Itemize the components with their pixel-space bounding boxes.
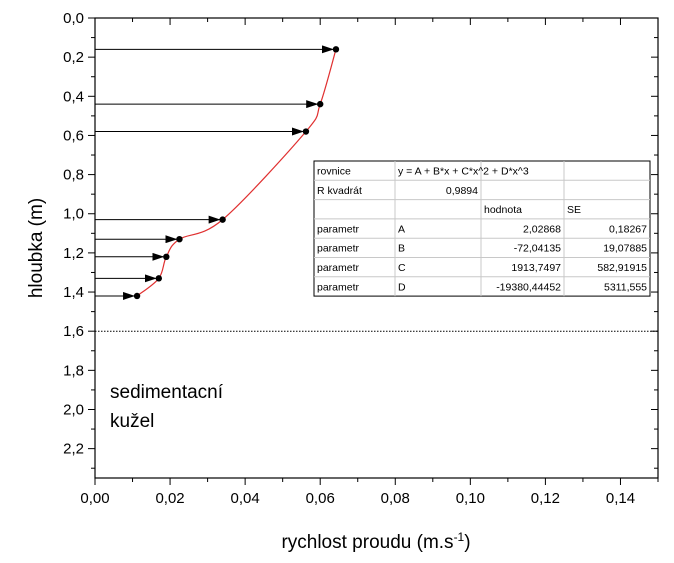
x-axis-title-main: rychlost proudu (m.s <box>281 532 453 553</box>
fit-table-cell: 19,07885 <box>603 243 647 255</box>
y-tick-label: 1,6 <box>63 323 84 340</box>
y-tick-label: 0,6 <box>63 127 84 144</box>
y-tick-label: 1,4 <box>63 284 84 301</box>
data-point <box>176 235 183 243</box>
fit-table-cell: -19380,44452 <box>496 281 561 293</box>
fit-table-cell: parametr <box>317 281 360 293</box>
fit-table-cell: A <box>398 223 405 235</box>
data-points <box>133 46 340 300</box>
x-tick-label: 0,06 <box>306 490 335 507</box>
fit-table-cell: parametr <box>317 223 360 235</box>
data-point <box>317 100 324 108</box>
y-tick-label: 1,8 <box>63 362 84 379</box>
fit-results-table: rovnice y = A + B*x + C*x^2 + D*x^3 R kvad… <box>313 160 651 297</box>
data-point <box>133 292 141 300</box>
fit-table-cell: parametr <box>317 243 360 255</box>
x-tick-label: 0,08 <box>381 490 410 507</box>
data-point <box>302 128 310 135</box>
y-tick-label: 1,0 <box>63 206 84 223</box>
data-point <box>332 46 340 53</box>
fit-table-cell: 0,9894 <box>446 185 478 197</box>
fit-table-cell: C <box>398 262 406 274</box>
velocity-arrows <box>95 45 334 300</box>
fit-table-cell: -72,04135 <box>514 243 561 255</box>
x-axis-title-close: ) <box>464 532 470 553</box>
y-tick-label: 0,8 <box>63 167 84 184</box>
y-tick-label: 0,4 <box>63 88 84 105</box>
x-axis-title-sup: -1 <box>454 530 465 544</box>
fit-table-cell: 1913,7497 <box>511 262 561 274</box>
fit-table-cell: 5311,555 <box>604 281 647 293</box>
x-tick-label: 0,00 <box>80 490 109 507</box>
y-tick-label: 0,0 <box>63 10 84 27</box>
fit-table-frame <box>313 160 651 297</box>
fit-table-cell: rovnice <box>317 166 351 178</box>
fit-table-cell: 582,91915 <box>597 262 647 274</box>
y-tick-label: 0,2 <box>63 49 84 66</box>
fit-table-cell: B <box>398 243 405 255</box>
x-tick-label: 0,12 <box>531 490 560 507</box>
y-tick-label: 2,2 <box>63 441 84 458</box>
y-tick-label: 2,0 <box>63 401 84 418</box>
data-point <box>163 253 170 261</box>
fit-table-cell: y = A + B*x + C*x^2 + D*x^3 <box>398 166 529 178</box>
fit-curve <box>136 49 337 297</box>
data-point <box>155 275 163 282</box>
fit-table-cell: 0,18267 <box>609 223 647 235</box>
x-tick-label: 0,04 <box>231 490 260 507</box>
annotation-line-2: kužel <box>110 411 154 432</box>
y-axis-title: hloubka (m) <box>26 198 47 298</box>
x-axis-title: rychlost proudu (m.s-1) <box>281 530 470 553</box>
fit-table-cell: parametr <box>317 262 360 274</box>
fit-table-cell: 2,02868 <box>523 223 561 235</box>
x-axis: 0,00 0,02 0,04 0,06 0,08 0,10 0,12 0,14 <box>80 18 659 507</box>
fit-table-cell: hodnota <box>484 204 522 216</box>
fit-table-cell: SE <box>567 204 581 216</box>
y-tick-label: 1,2 <box>63 245 84 262</box>
y-axis: 0,0 0,2 0,4 0,6 0,8 1,0 1,2 1,4 1,6 1,8 2,0 2,2 <box>63 10 658 469</box>
x-tick-label: 0,10 <box>456 490 485 507</box>
annotation-line-1: sedimentacní <box>110 382 224 403</box>
x-tick-label: 0,14 <box>606 490 635 507</box>
x-tick-label: 0,02 <box>155 490 184 507</box>
fit-table-cell: D <box>398 281 406 293</box>
fit-table-cell: R kvadrát <box>317 185 362 197</box>
data-point <box>219 216 226 223</box>
